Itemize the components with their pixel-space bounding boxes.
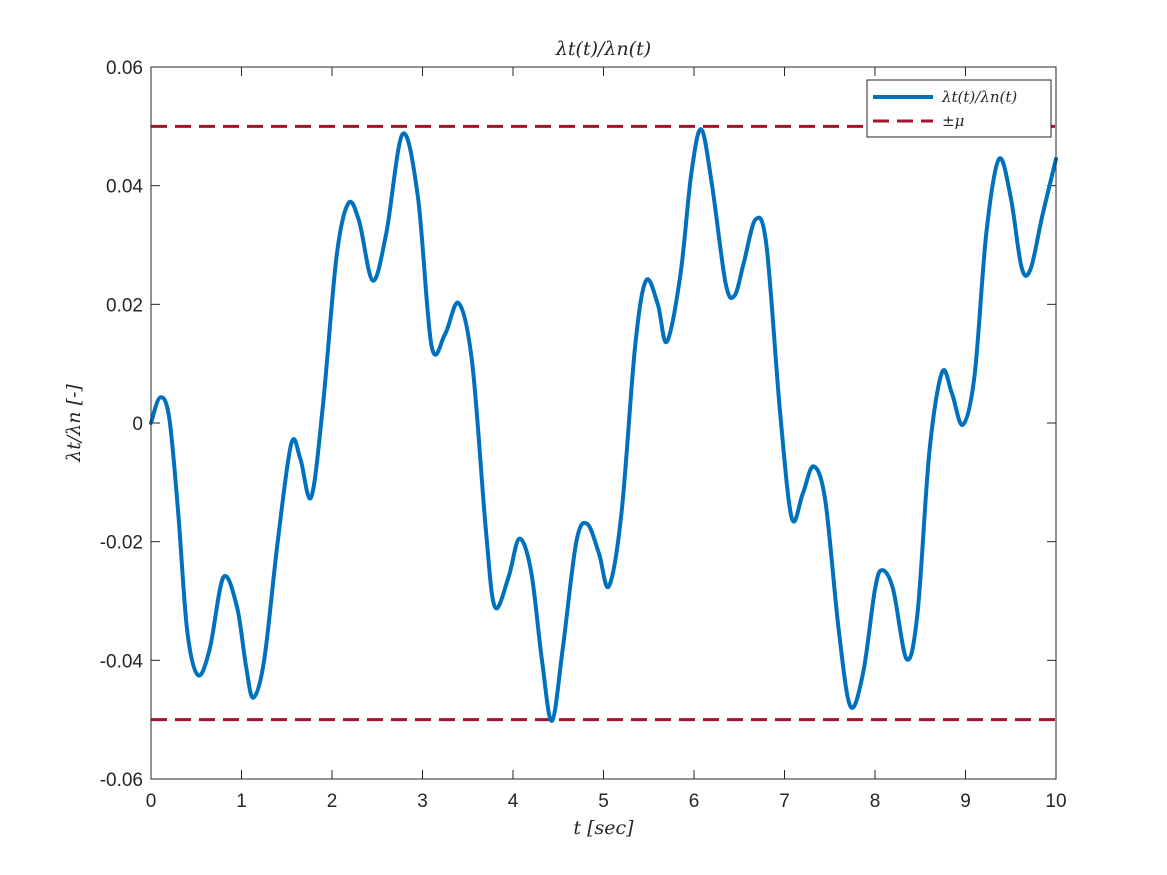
y-tick-label: 0.06: [106, 58, 143, 79]
x-tick-label: 5: [598, 791, 609, 812]
y-tick-label: -0.04: [100, 651, 144, 672]
x-tick-label: 3: [417, 791, 428, 812]
x-tick-label: 4: [508, 791, 519, 812]
plot-area: [151, 67, 1056, 779]
y-tick-label: -0.06: [100, 770, 143, 791]
x-tick-label: 0: [146, 791, 157, 812]
axes-box: [150, 66, 1057, 780]
x-axis-label: t [sec]: [573, 817, 634, 839]
x-tick-label: 9: [960, 791, 971, 812]
x-tick-label: 10: [1045, 791, 1066, 812]
series-lines: [149, 127, 1058, 723]
chart-title: λt(t)/λn(t): [555, 38, 651, 60]
legend-box: [866, 79, 1052, 138]
axis-ticks: 0 1 2 3 4 5 6 7 8 9 10 0.06 0.04 0.02 0 -0.02 -0.04 -0.06: [100, 58, 1067, 812]
y-tick-label: 0.04: [106, 177, 143, 198]
legend-label-series: λt(t)/λn(t): [941, 88, 1017, 106]
x-tick-label: 2: [327, 791, 338, 812]
y-tick-label: -0.02: [100, 533, 143, 554]
x-tick-label: 7: [779, 791, 790, 812]
x-tick-label: 6: [689, 791, 700, 812]
y-tick-label: 0: [132, 414, 143, 435]
legend-label-threshold: ±μ: [942, 112, 964, 130]
legend: λt(t)/λn(t) ±μ: [866, 79, 1052, 138]
y-axis-label: λt/λn [-]: [63, 384, 85, 463]
x-tick-label: 1: [236, 791, 247, 812]
series-line-ratio: [149, 127, 1058, 723]
x-tick-label: 8: [870, 791, 881, 812]
y-tick-label: 0.02: [106, 295, 143, 316]
